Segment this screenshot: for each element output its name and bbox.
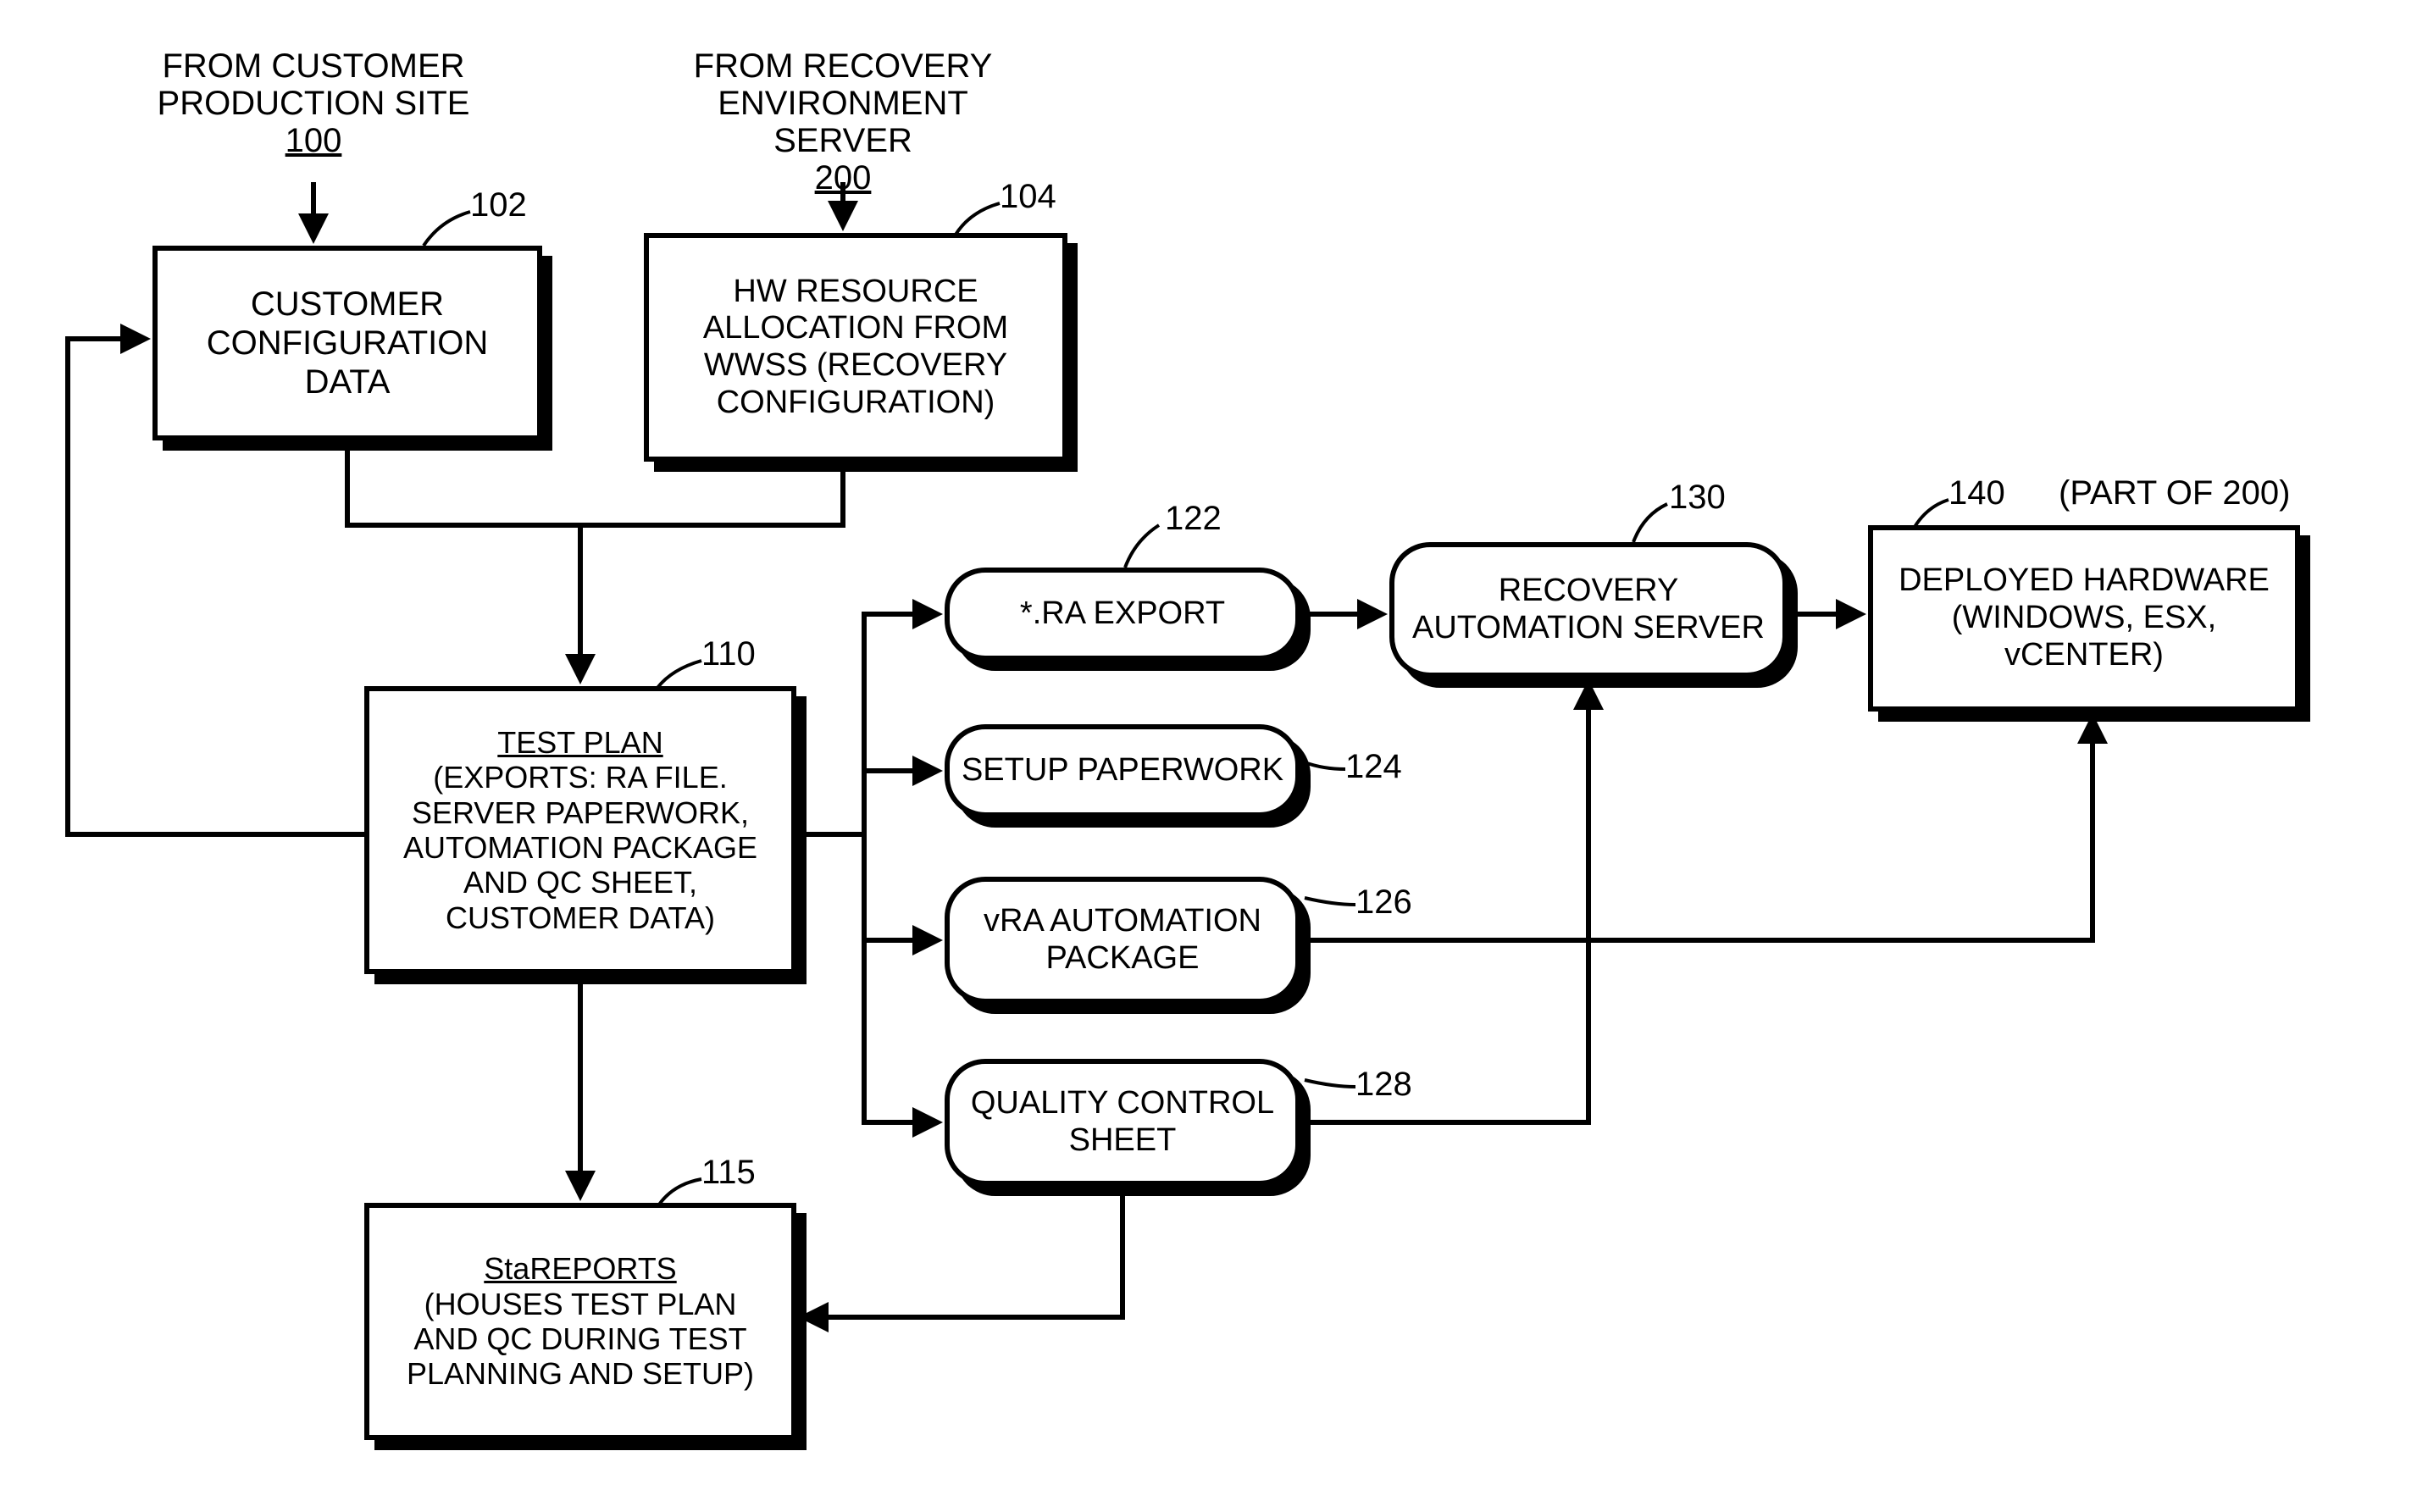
ref-102: 102 bbox=[470, 186, 527, 224]
header-line: ENVIRONMENT SERVER bbox=[652, 85, 1034, 159]
ref-122: 122 bbox=[1165, 500, 1222, 538]
node-recovery-automation-server: RECOVERY AUTOMATION SERVER bbox=[1389, 542, 1788, 678]
node-setup-paperwork: SETUP PAPERWORK bbox=[945, 724, 1300, 817]
header-recovery-env: FROM RECOVERY ENVIRONMENT SERVER 200 bbox=[652, 47, 1034, 197]
node-text: AND QC SHEET, bbox=[463, 865, 697, 900]
header-line: FROM CUSTOMER bbox=[152, 47, 474, 85]
node-text: WWSS (RECOVERY bbox=[704, 347, 1007, 385]
node-text: AUTOMATION PACKAGE bbox=[403, 830, 757, 865]
edge-lead-115 bbox=[659, 1179, 701, 1205]
edge-lead-128 bbox=[1305, 1080, 1355, 1087]
node-text: HW RESOURCE bbox=[733, 274, 978, 311]
node-text: (WINDOWS, ESX, bbox=[1952, 600, 2216, 637]
node-text: PLANNING AND SETUP) bbox=[407, 1356, 754, 1391]
ref-130: 130 bbox=[1669, 479, 1726, 517]
node-text: vCENTER) bbox=[2004, 637, 2164, 674]
header-line: PRODUCTION SITE bbox=[152, 85, 474, 122]
ref-140-partof: (PART OF 200) bbox=[2059, 474, 2290, 512]
edge-fan-n124 bbox=[864, 771, 938, 834]
node-ra-export: *.RA EXPORT bbox=[945, 568, 1300, 661]
node-test-plan: TEST PLAN (EXPORTS: RA FILE. SERVER PAPE… bbox=[364, 686, 796, 974]
node-vra-automation-package: vRA AUTOMATION PACKAGE bbox=[945, 877, 1300, 1004]
edge-n102-join bbox=[347, 440, 580, 525]
ref-126: 126 bbox=[1355, 883, 1412, 922]
node-text: vRA AUTOMATION bbox=[984, 903, 1261, 940]
node-stareports: StaREPORTS (HOUSES TEST PLAN AND QC DURI… bbox=[364, 1203, 796, 1440]
node-title: StaREPORTS bbox=[484, 1251, 676, 1286]
node-text: CUSTOMER DATA) bbox=[446, 900, 715, 935]
edge-fan-n122 bbox=[864, 614, 938, 834]
node-text: CONFIGURATION bbox=[207, 324, 489, 363]
node-title: TEST PLAN bbox=[497, 725, 662, 760]
node-text: *.RA EXPORT bbox=[1020, 595, 1225, 633]
header-line: FROM RECOVERY bbox=[652, 47, 1034, 85]
edge-lead-104 bbox=[956, 203, 1000, 235]
edge-lead-102 bbox=[424, 212, 470, 246]
node-text: CUSTOMER bbox=[251, 285, 444, 324]
ref-140: 140 bbox=[1948, 474, 2005, 512]
edge-lead-124 bbox=[1305, 762, 1345, 769]
node-text: PACKAGE bbox=[1046, 940, 1200, 978]
node-text: AND QC DURING TEST bbox=[413, 1321, 746, 1356]
node-text: SHEET bbox=[1069, 1122, 1177, 1160]
header-ref: 200 bbox=[652, 159, 1034, 197]
ref-115: 115 bbox=[701, 1154, 756, 1192]
ref-110: 110 bbox=[701, 635, 756, 673]
node-text: DEPLOYED HARDWARE bbox=[1899, 562, 2270, 600]
node-text: (HOUSES TEST PLAN bbox=[424, 1287, 737, 1321]
ref-128: 128 bbox=[1355, 1066, 1412, 1104]
edge-n126-n130 bbox=[1300, 684, 1588, 940]
node-text: AUTOMATION SERVER bbox=[1412, 610, 1765, 647]
node-text: QUALITY CONTROL bbox=[971, 1085, 1274, 1122]
edge-n104-join bbox=[580, 462, 843, 525]
edge-n128-n115 bbox=[803, 1186, 1123, 1317]
ref-124: 124 bbox=[1345, 748, 1402, 786]
node-text: RECOVERY bbox=[1499, 573, 1679, 610]
node-deployed-hardware: DEPLOYED HARDWARE (WINDOWS, ESX, vCENTER… bbox=[1868, 525, 2300, 712]
header-ref: 100 bbox=[152, 122, 474, 159]
node-text: SERVER PAPERWORK, bbox=[412, 795, 749, 830]
edge-lead-140 bbox=[1915, 500, 1948, 527]
node-quality-control-sheet: QUALITY CONTROL SHEET bbox=[945, 1059, 1300, 1186]
edge-lead-110 bbox=[657, 661, 701, 688]
edge-fan-n126 bbox=[864, 834, 938, 940]
diagram-canvas: FROM CUSTOMER PRODUCTION SITE 100 FROM R… bbox=[0, 0, 2428, 1512]
node-text: CONFIGURATION) bbox=[717, 385, 995, 422]
ref-104: 104 bbox=[1000, 178, 1056, 216]
node-customer-config-data: CUSTOMER CONFIGURATION DATA bbox=[152, 246, 542, 440]
edge-lead-122 bbox=[1125, 525, 1159, 568]
node-hw-resource-allocation: HW RESOURCE ALLOCATION FROM WWSS (RECOVE… bbox=[644, 233, 1067, 462]
header-customer-site: FROM CUSTOMER PRODUCTION SITE 100 bbox=[152, 47, 474, 159]
node-text: ALLOCATION FROM bbox=[703, 310, 1008, 347]
edge-fan-n128 bbox=[864, 834, 938, 1122]
edge-lead-130 bbox=[1633, 504, 1667, 542]
node-text: SETUP PAPERWORK bbox=[962, 752, 1283, 789]
node-text: (EXPORTS: RA FILE. bbox=[433, 760, 727, 795]
edge-lead-126 bbox=[1305, 898, 1355, 905]
node-text: DATA bbox=[305, 363, 391, 402]
